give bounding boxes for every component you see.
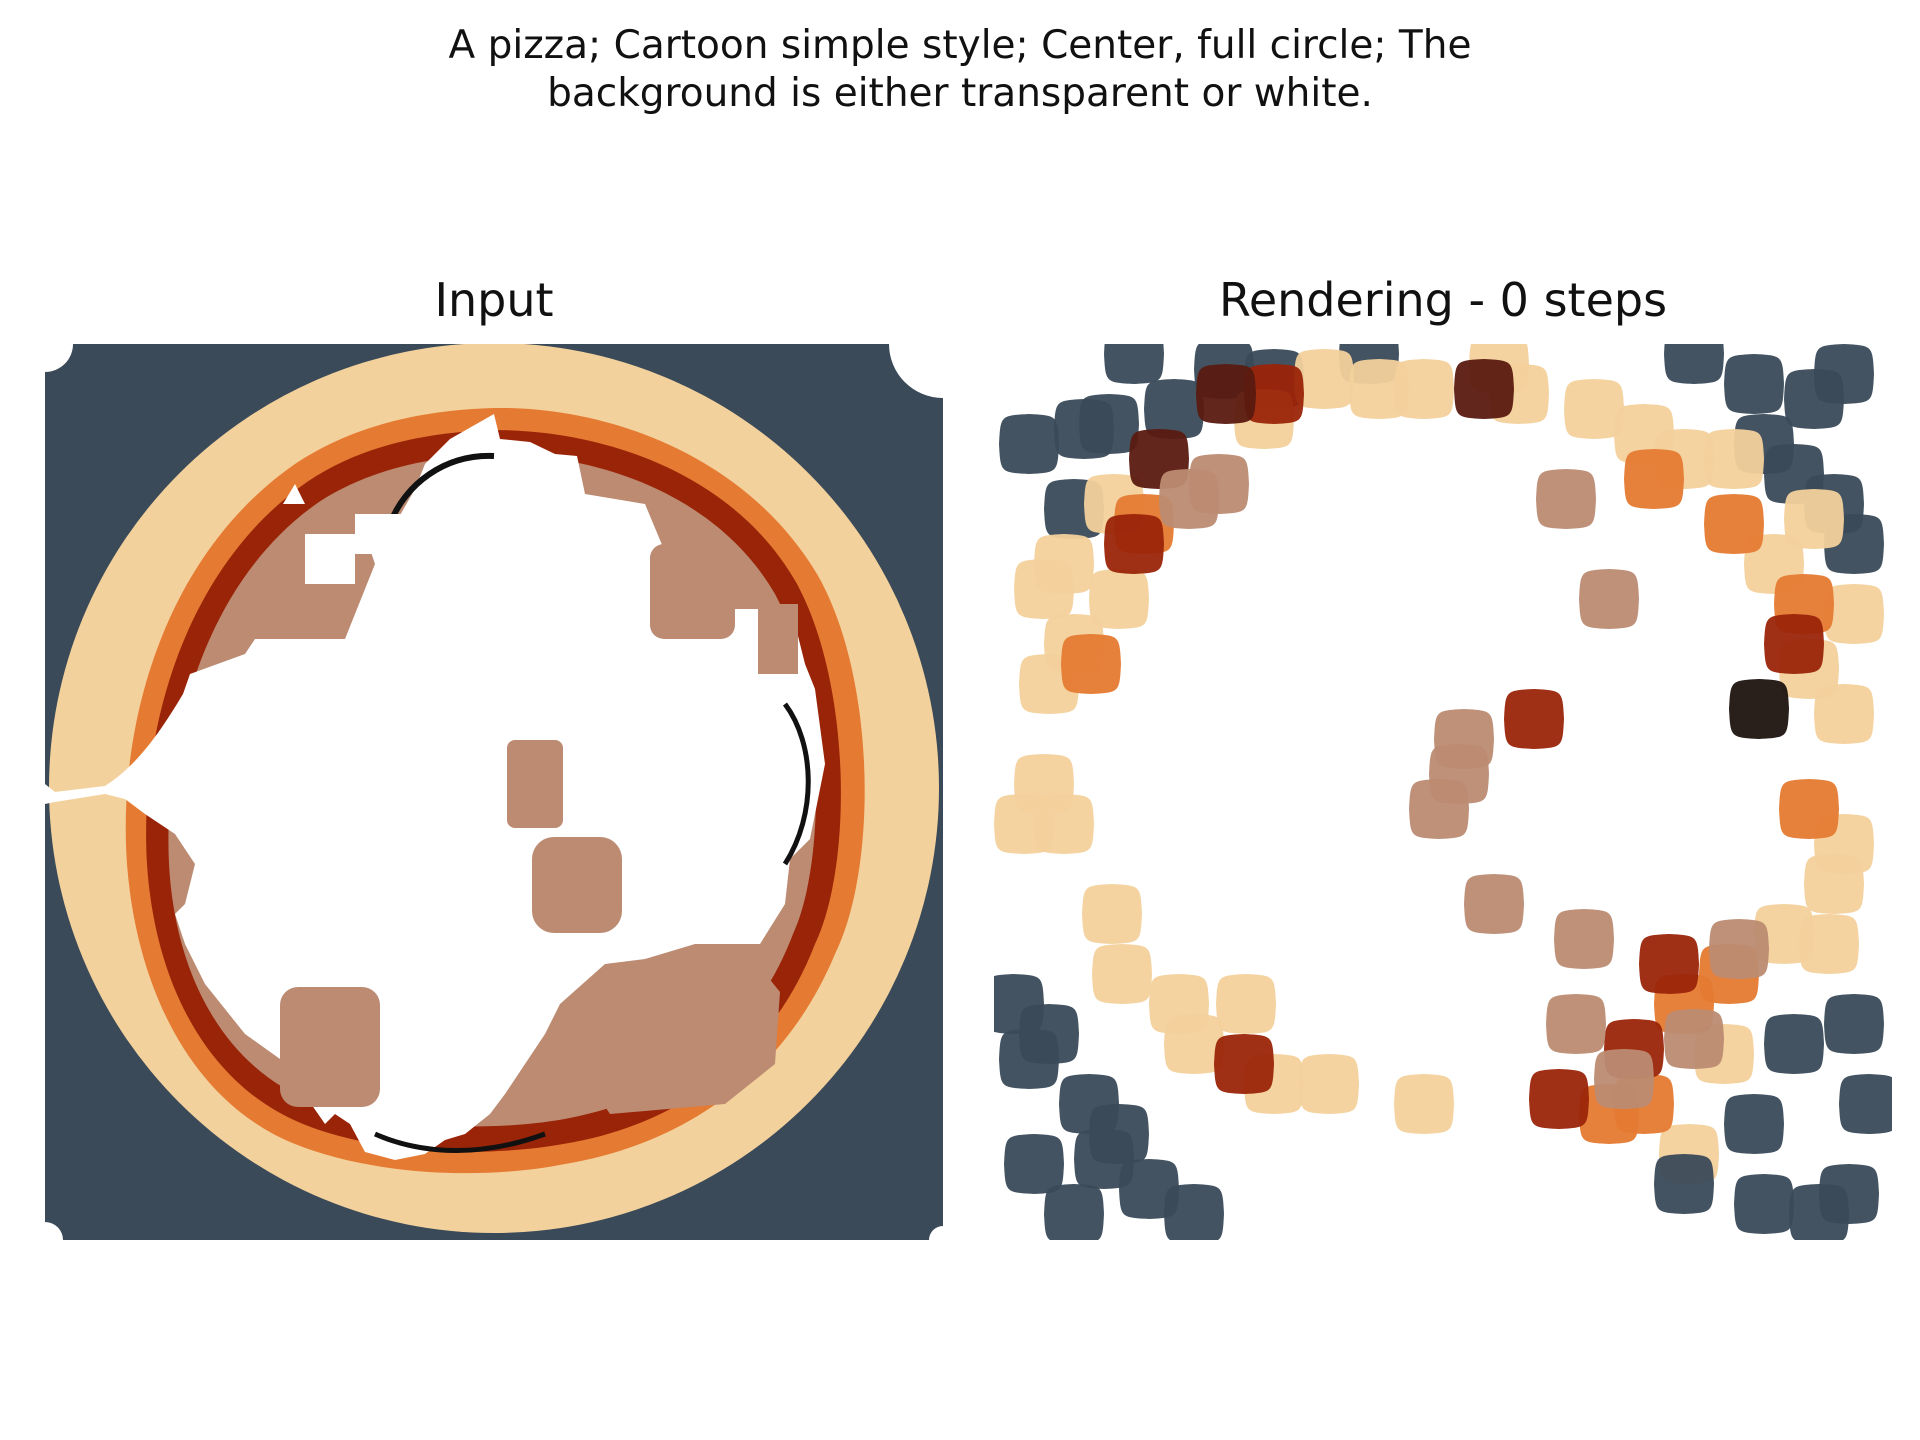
splat-blob <box>1092 944 1152 1004</box>
splat-blob <box>1529 1069 1589 1129</box>
splat-blob <box>1564 379 1624 439</box>
splat-blob <box>1839 1074 1892 1134</box>
splat-blob <box>1464 874 1524 934</box>
rendering-panel-title: Rendering - 0 steps <box>1218 273 1668 327</box>
splat-blob <box>1034 794 1094 854</box>
splat-blob <box>1409 779 1469 839</box>
splat-blob <box>1734 1174 1794 1234</box>
splat-blob <box>1779 779 1839 839</box>
splat-blob <box>1214 1034 1274 1094</box>
splat-blob <box>1729 679 1789 739</box>
splat-blob <box>1504 689 1564 749</box>
splat-cluster <box>994 344 1892 1240</box>
prompt-caption: A pizza; Cartoon simple style; Center, f… <box>0 22 1920 118</box>
splat-blob <box>999 1029 1059 1089</box>
splat-blob <box>999 414 1059 474</box>
rendering-image <box>994 344 1892 1240</box>
splat-blob <box>1061 634 1121 694</box>
prompt-line-2: background is either transparent or whit… <box>547 71 1373 116</box>
splat-blob <box>1074 1129 1134 1189</box>
splat-blob <box>1654 1154 1714 1214</box>
splat-blob <box>1594 1049 1654 1109</box>
splat-blob <box>1554 909 1614 969</box>
splat-blob <box>1014 559 1074 619</box>
splat-blob <box>1664 1009 1724 1069</box>
splat-blob <box>1082 884 1142 944</box>
prompt-line-1: A pizza; Cartoon simple style; Center, f… <box>448 23 1472 68</box>
splat-blob <box>1144 379 1204 439</box>
splat-blob <box>1244 364 1304 424</box>
splat-blob <box>1814 684 1874 744</box>
splat-blob <box>1799 914 1859 974</box>
splat-blob <box>1624 449 1684 509</box>
splat-blob <box>1079 394 1139 454</box>
splat-blob <box>1804 854 1864 914</box>
input-image <box>45 344 943 1240</box>
splat-blob <box>1789 1184 1849 1240</box>
splat-blob <box>1709 919 1769 979</box>
splat-blob <box>1119 1159 1179 1219</box>
splat-blob <box>1639 934 1699 994</box>
splat-blob <box>1104 344 1164 384</box>
splat-blob <box>1824 994 1884 1054</box>
splat-blob <box>1164 1014 1224 1074</box>
splat-blob <box>1004 1134 1064 1194</box>
splat-blob <box>1764 1014 1824 1074</box>
splat-blob <box>1089 569 1149 629</box>
splat-blob <box>1784 489 1844 549</box>
splat-blob <box>1216 974 1276 1034</box>
input-panel-title: Input <box>434 273 554 327</box>
splat-blob <box>1579 569 1639 629</box>
splat-blob <box>1536 469 1596 529</box>
splat-blob <box>1454 359 1514 419</box>
splat-blob <box>1349 359 1409 419</box>
splat-blob <box>1814 344 1874 404</box>
splat-blob <box>1724 1094 1784 1154</box>
splat-blob <box>1664 344 1724 384</box>
splat-blob <box>1394 1074 1454 1134</box>
splat-blob <box>1299 1054 1359 1114</box>
splat-blob <box>1044 1184 1104 1240</box>
splat-blob <box>1294 349 1354 409</box>
splat-blob <box>1104 514 1164 574</box>
splat-blob <box>1164 1184 1224 1240</box>
splat-blob <box>1704 429 1764 489</box>
splat-blob <box>1764 614 1824 674</box>
splat-blob <box>1724 354 1784 414</box>
splat-blob <box>1546 994 1606 1054</box>
splat-blob <box>1159 469 1219 529</box>
splat-blob <box>1394 359 1454 419</box>
splat-blob <box>1824 584 1884 644</box>
splat-blob <box>1196 364 1256 424</box>
splat-blob <box>1704 494 1764 554</box>
